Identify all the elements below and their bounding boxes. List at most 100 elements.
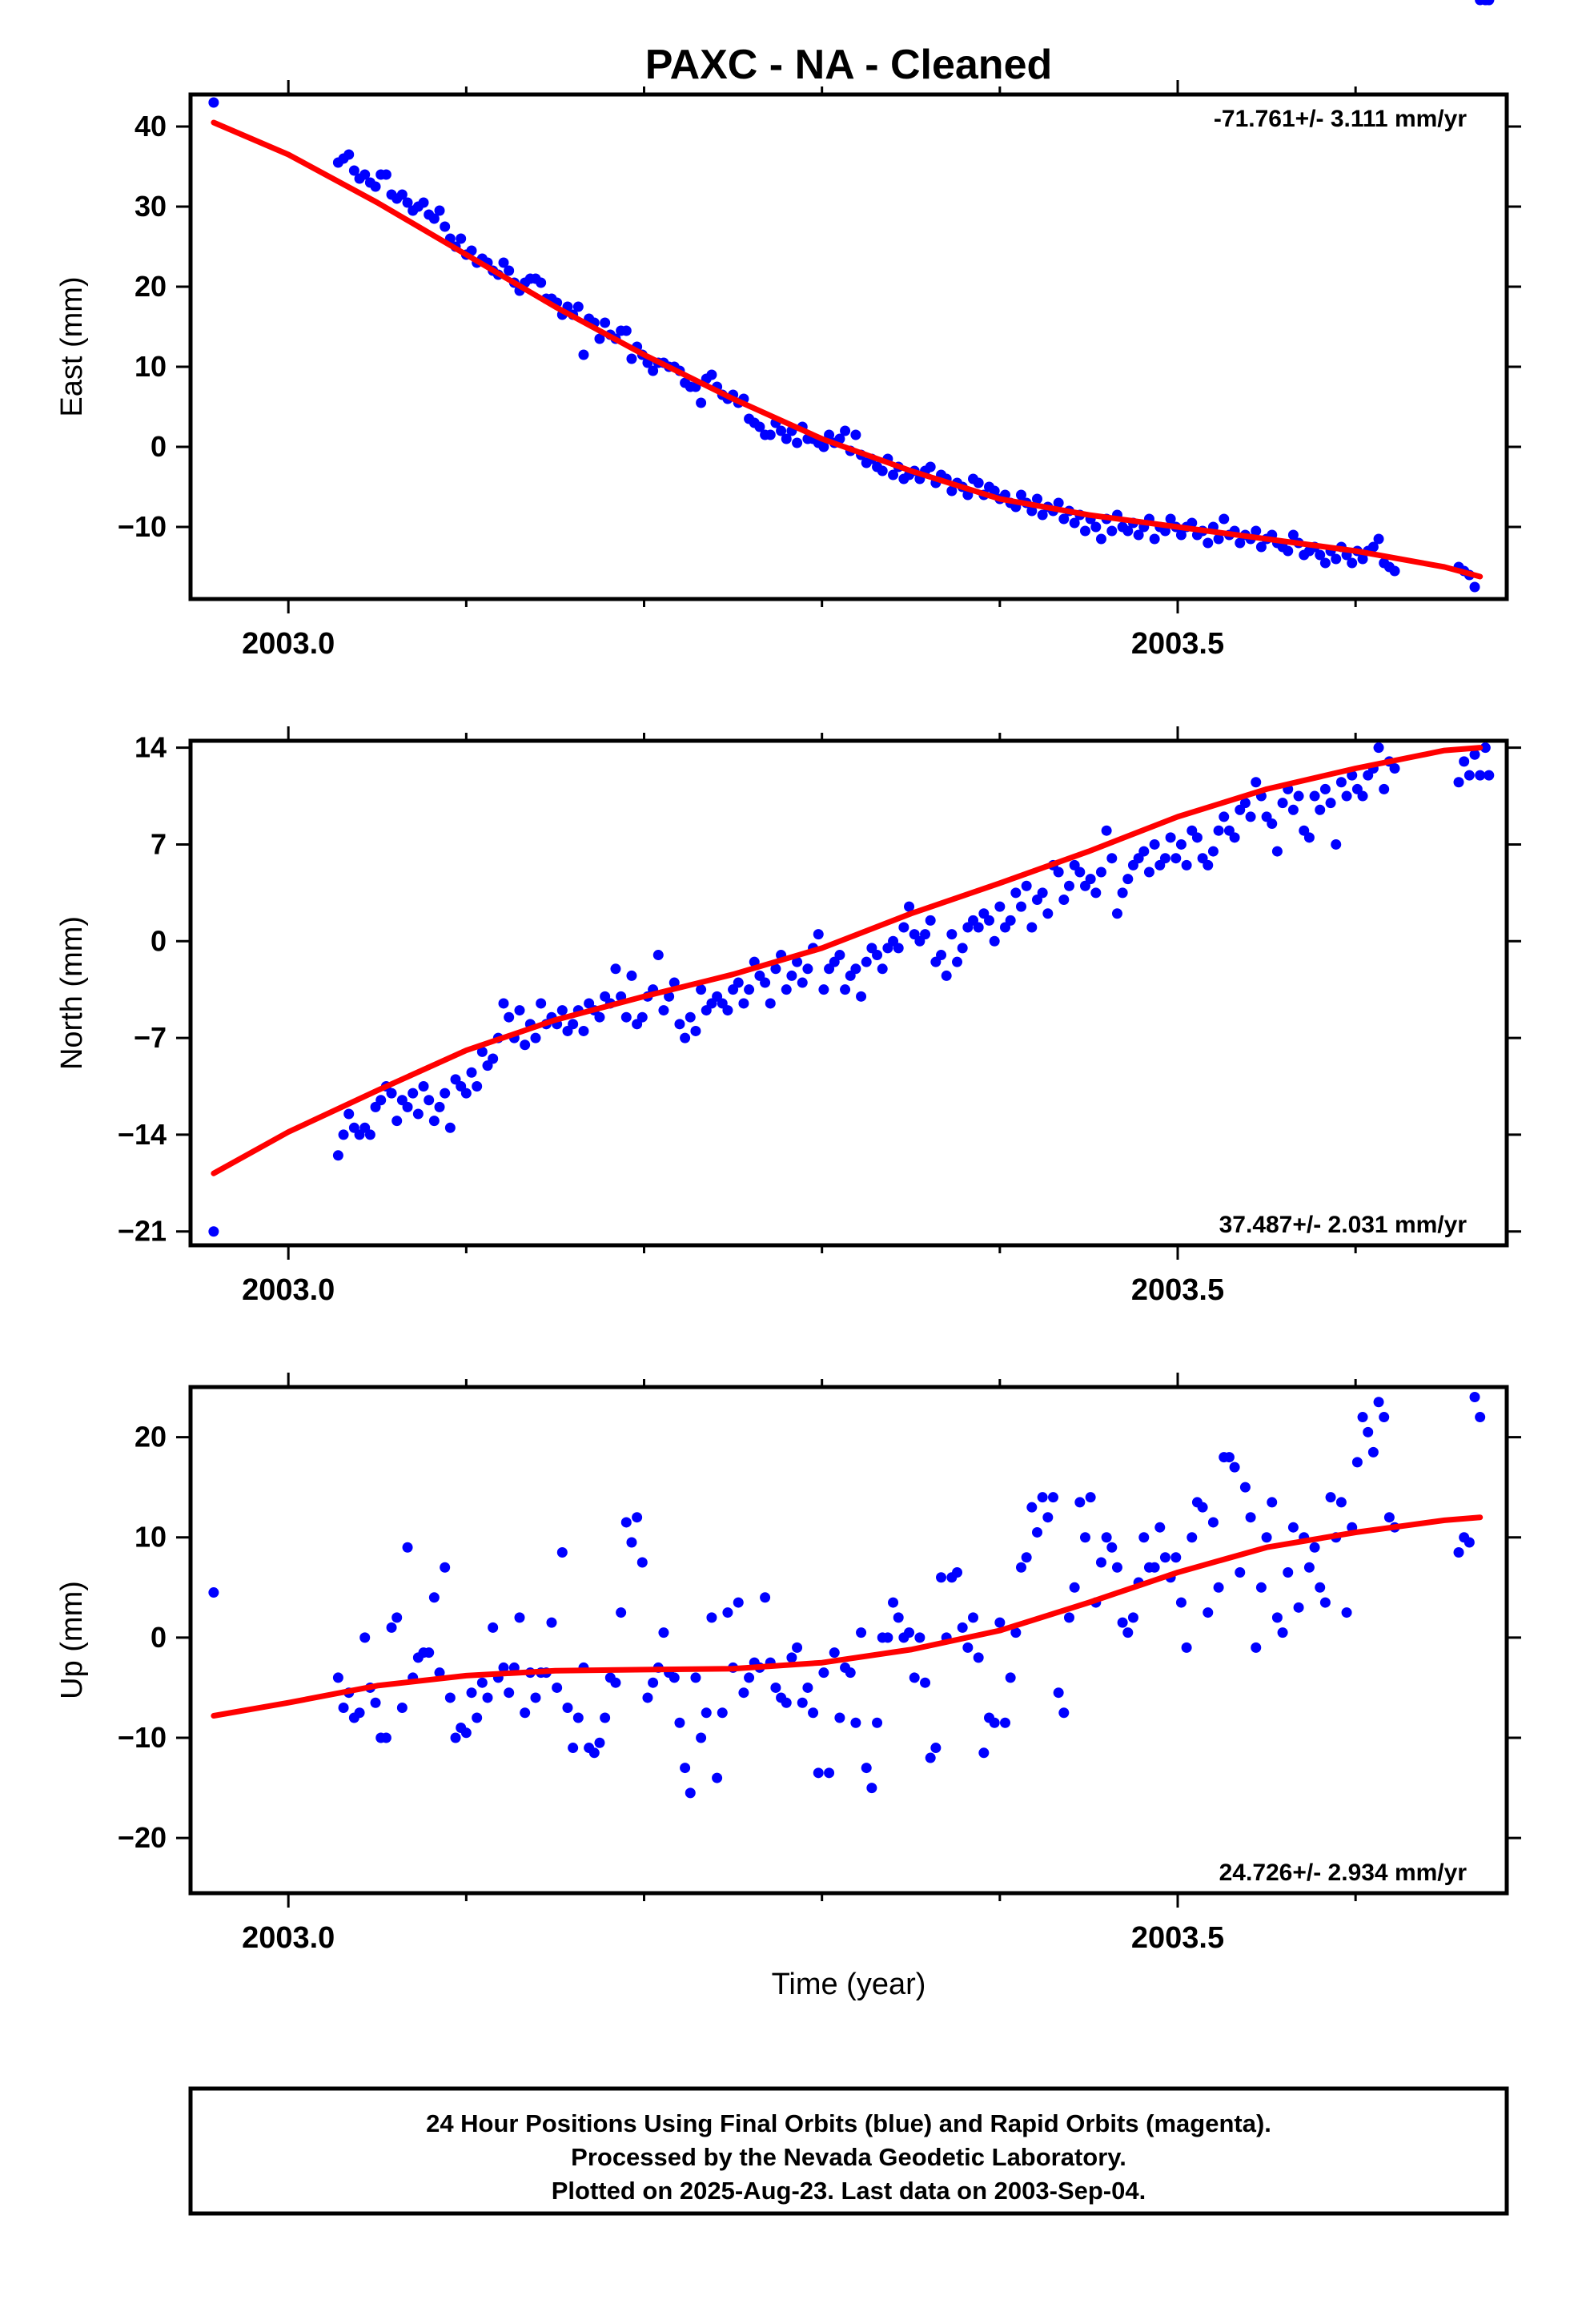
data-point — [652, 950, 664, 961]
data-point — [877, 465, 888, 476]
data-point — [1464, 1537, 1475, 1548]
y-tick-label: 0 — [151, 924, 167, 957]
data-point — [840, 425, 851, 436]
data-point — [973, 477, 984, 489]
y-tick-label: 40 — [135, 110, 167, 143]
y-tick-label: −20 — [118, 1821, 167, 1854]
data-point — [440, 1088, 451, 1099]
data-point — [1095, 1557, 1106, 1568]
data-point — [626, 1537, 637, 1548]
data-point — [536, 277, 547, 288]
data-point — [386, 1088, 397, 1099]
data-point — [408, 1088, 419, 1099]
data-point — [1095, 533, 1106, 545]
data-point — [813, 1767, 824, 1779]
data-point — [1079, 1532, 1090, 1543]
y-axis-label: Up (mm) — [55, 1581, 89, 1699]
data-point — [1191, 832, 1203, 843]
data-point — [802, 963, 813, 975]
data-point — [973, 922, 984, 933]
data-point — [674, 1019, 685, 1030]
data-point — [1271, 1612, 1283, 1623]
trend-fit-line — [211, 1514, 1484, 1719]
data-point — [514, 1612, 525, 1623]
data-point — [658, 1005, 669, 1016]
data-point — [391, 1612, 403, 1623]
data-point — [632, 1512, 643, 1523]
data-point — [834, 1712, 845, 1723]
data-point — [690, 1025, 701, 1036]
plot-frame — [188, 1385, 1509, 1896]
data-point — [1053, 497, 1064, 509]
data-point — [1058, 513, 1070, 525]
data-point — [520, 1707, 531, 1719]
data-point — [1251, 777, 1262, 788]
data-point — [957, 943, 968, 954]
data-point — [370, 181, 381, 192]
data-point — [359, 169, 371, 180]
data-point — [856, 991, 867, 1002]
data-point — [1235, 1567, 1246, 1578]
data-point — [1325, 798, 1336, 809]
data-point — [428, 1116, 440, 1127]
x-tick-label: 2003.5 — [1131, 1273, 1224, 1307]
data-point — [594, 1011, 605, 1023]
data-point — [1389, 565, 1400, 577]
data-point — [338, 1129, 349, 1140]
data-point — [1197, 1502, 1208, 1513]
data-point — [1175, 529, 1186, 541]
y-axis-label: North (mm) — [55, 916, 89, 1070]
data-point — [1223, 1452, 1235, 1463]
data-point — [744, 1672, 755, 1683]
data-point — [872, 1717, 883, 1728]
data-point — [1319, 783, 1331, 794]
data-point — [546, 1617, 557, 1628]
data-point — [1261, 1532, 1272, 1543]
footer-line-1: 24 Hour Positions Using Final Orbits (bl… — [426, 2109, 1271, 2137]
data-point — [370, 1697, 381, 1708]
y-tick-label: 14 — [135, 731, 167, 764]
data-point — [616, 1607, 627, 1618]
data-point — [1287, 1522, 1299, 1533]
data-point — [664, 991, 675, 1002]
data-point — [594, 333, 605, 344]
data-point — [424, 1647, 435, 1659]
x-tick-label: 2003.0 — [242, 627, 335, 661]
data-point — [850, 963, 861, 975]
data-point — [674, 1717, 685, 1728]
data-point — [930, 1743, 942, 1754]
data-point — [818, 984, 829, 995]
data-point — [1069, 517, 1080, 529]
data-point — [701, 1707, 712, 1719]
east-panel: 2003.0 2003.5 40 30 20 10 0 −10 East (mm) -71.761… — [55, 0, 1521, 661]
data-point — [364, 1129, 375, 1140]
data-point — [402, 197, 413, 208]
velocity-rate-label: 24.726+/- 2.934 mm/yr — [1219, 1860, 1468, 1886]
data-point — [706, 1612, 717, 1623]
data-point — [642, 1692, 653, 1703]
data-point — [744, 984, 755, 995]
data-point — [850, 1717, 861, 1728]
plot-frame — [188, 92, 1509, 601]
data-point — [1021, 1552, 1032, 1563]
data-point — [696, 984, 707, 995]
data-point — [1026, 1502, 1038, 1513]
data-point — [1379, 783, 1390, 794]
data-point — [504, 265, 515, 276]
data-point — [824, 1767, 835, 1779]
data-point — [1047, 1492, 1058, 1503]
data-point — [1031, 493, 1042, 505]
data-point — [396, 189, 408, 200]
data-point — [466, 1067, 477, 1078]
data-point — [1101, 1532, 1112, 1543]
data-point — [1357, 553, 1368, 565]
data-point — [1154, 1522, 1166, 1533]
data-point — [514, 1005, 525, 1016]
data-point — [1245, 811, 1256, 822]
y-tick-label: −14 — [118, 1118, 167, 1151]
data-point — [444, 1122, 456, 1133]
footer-border — [188, 2086, 1509, 2216]
data-point — [636, 1557, 648, 1568]
data-point — [1283, 1567, 1294, 1578]
data-point — [1074, 866, 1086, 878]
